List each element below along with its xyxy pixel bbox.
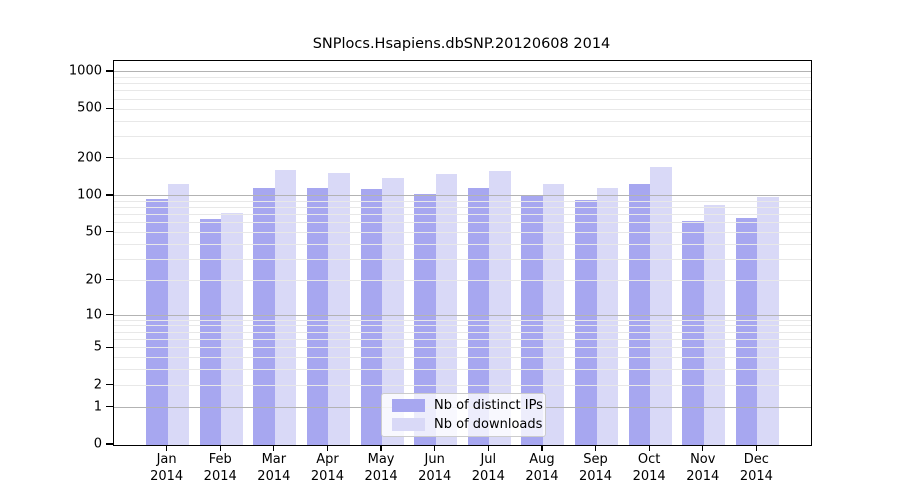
bar-distinct-ips-may	[360, 189, 383, 445]
bar-distinct-ips-sep	[575, 199, 597, 445]
bar-downloads-apr	[328, 172, 350, 445]
bar-distinct-ips-jul	[467, 187, 490, 445]
bar-distinct-ips-dec	[735, 218, 758, 445]
x-tick-label-nov: Nov 2014	[686, 452, 720, 484]
legend-label-distinct-ips: Nb of distinct IPs	[434, 398, 543, 413]
x-tick-label-jul: Jul 2014	[471, 452, 505, 484]
x-tick-mark-mar	[273, 445, 275, 451]
x-tick-label-jun: Jun 2014	[418, 452, 452, 484]
bar-distinct-ips-oct	[628, 184, 651, 445]
y-tick-label-10: 10	[85, 307, 102, 323]
bars-layer	[114, 61, 811, 445]
x-tick-mark-may	[380, 445, 382, 451]
y-tick-label-500: 500	[77, 100, 102, 116]
bar-downloads-oct	[650, 167, 672, 445]
y-tick-mark-200	[106, 157, 113, 159]
x-tick-mark-nov	[702, 445, 704, 451]
y-tick-mark-100	[106, 194, 113, 196]
y-tick-mark-10	[106, 313, 113, 316]
x-tick-mark-jun	[434, 445, 436, 451]
y-tick-label-50: 50	[85, 224, 102, 240]
bar-downloads-jul	[489, 170, 511, 445]
bar-downloads-nov	[703, 205, 726, 445]
bar-downloads-dec	[757, 197, 779, 445]
y-tick-mark-1000	[106, 70, 113, 72]
y-tick-label-0: 0	[93, 436, 102, 452]
bar-distinct-ips-nov	[682, 221, 704, 445]
x-tick-mark-dec	[755, 445, 758, 451]
bar-downloads-feb	[221, 212, 243, 445]
bar-distinct-ips-jun	[414, 193, 436, 445]
chart-title: SNPlocs.Hsapiens.dbSNP.20120608 2014	[312, 36, 611, 52]
y-tick-label-100: 100	[77, 187, 102, 203]
x-tick-label-jan: Jan 2014	[150, 452, 184, 484]
x-tick-mark-aug	[541, 445, 543, 451]
x-tick-mark-apr	[326, 445, 329, 451]
bar-downloads-may	[382, 178, 404, 445]
y-tick-label-200: 200	[77, 150, 102, 166]
y-tick-mark-20	[106, 279, 113, 281]
x-tick-mark-sep	[594, 445, 597, 451]
y-tick-label-5: 5	[93, 339, 102, 355]
x-tick-label-sep: Sep 2014	[578, 452, 613, 484]
x-tick-label-feb: Feb 2014	[203, 452, 237, 484]
bar-distinct-ips-mar	[253, 188, 275, 445]
legend-swatch-distinct-ips-icon	[392, 399, 425, 412]
x-tick-label-aug: Aug 2014	[525, 452, 559, 484]
y-tick-label-1: 1	[93, 399, 102, 415]
x-tick-mark-feb	[219, 445, 221, 451]
bar-distinct-ips-jan	[146, 198, 168, 445]
x-tick-mark-oct	[648, 445, 650, 451]
bar-downloads-jan	[167, 183, 190, 445]
y-tick-mark-1	[106, 405, 113, 408]
y-tick-label-1000: 1000	[68, 63, 102, 79]
y-tick-label-2: 2	[93, 377, 102, 393]
legend-label-downloads: Nb of downloads	[434, 417, 543, 432]
x-tick-mark-jul	[487, 445, 489, 451]
bar-distinct-ips-feb	[199, 218, 222, 445]
legend-swatch-downloads-icon	[392, 418, 425, 431]
x-tick-label-may: May 2014	[364, 452, 398, 484]
x-tick-label-oct: Oct 2014	[632, 452, 666, 484]
y-tick-mark-5	[106, 346, 113, 348]
legend: Nb of distinct IPs Nb of downloads	[381, 393, 546, 437]
plot-area: Nb of distinct IPs Nb of downloads	[113, 60, 812, 446]
bar-distinct-ips-apr	[306, 188, 329, 445]
y-tick-mark-50	[106, 231, 113, 233]
x-tick-label-apr: Apr 2014	[310, 452, 344, 484]
y-tick-label-20: 20	[85, 272, 102, 288]
x-tick-label-mar: Mar 2014	[257, 452, 291, 484]
x-tick-label-dec: Dec 2014	[739, 452, 773, 484]
bar-downloads-aug	[542, 184, 565, 445]
legend-entry-downloads: Nb of downloads	[392, 417, 545, 432]
legend-entry-distinct-ips: Nb of distinct IPs	[392, 398, 545, 413]
y-tick-mark-500	[106, 107, 113, 110]
y-tick-mark-2	[106, 384, 113, 386]
y-tick-mark-0	[106, 443, 113, 445]
bar-downloads-sep	[596, 187, 619, 445]
bar-downloads-mar	[274, 170, 297, 445]
bar-downloads-jun	[435, 174, 458, 445]
x-tick-mark-jan	[165, 445, 168, 451]
